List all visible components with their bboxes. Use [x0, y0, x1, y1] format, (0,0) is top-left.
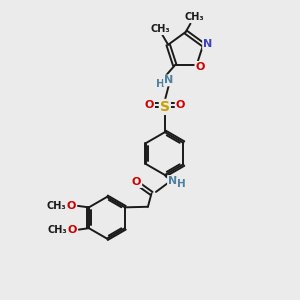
Text: O: O — [195, 62, 205, 72]
Text: N: N — [164, 76, 173, 85]
Text: N: N — [168, 176, 177, 186]
Text: N: N — [203, 39, 212, 49]
Text: CH₃: CH₃ — [151, 24, 170, 34]
Text: O: O — [176, 100, 185, 110]
Text: H: H — [156, 79, 165, 89]
Text: O: O — [145, 100, 154, 110]
Text: O: O — [68, 225, 77, 235]
Text: CH₃: CH₃ — [46, 201, 66, 211]
Text: H: H — [177, 179, 186, 189]
Text: CH₃: CH₃ — [47, 225, 67, 235]
Text: O: O — [67, 201, 76, 211]
Text: CH₃: CH₃ — [184, 12, 204, 22]
Text: O: O — [132, 177, 141, 187]
Text: S: S — [160, 100, 170, 114]
